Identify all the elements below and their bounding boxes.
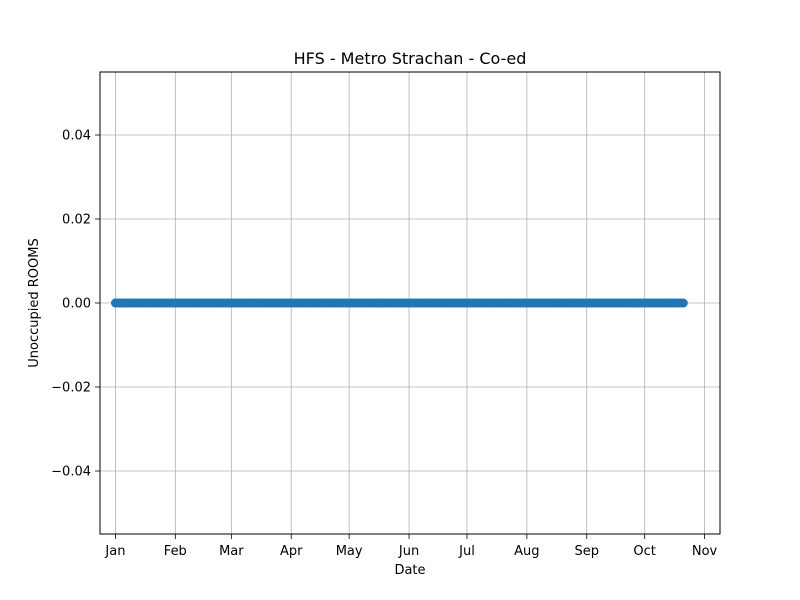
chart-title: HFS - Metro Strachan - Co-ed: [294, 49, 527, 68]
x-tick-label: Nov: [692, 544, 718, 559]
y-tick-label: 0.02: [62, 213, 91, 228]
x-tick-label: Jul: [458, 544, 475, 559]
x-tick-label: Sep: [574, 544, 599, 559]
x-tick-label: Aug: [514, 544, 539, 559]
data-points: [110, 298, 688, 308]
x-tick-label: Jun: [398, 544, 419, 559]
axis-ticks: Jan Feb Mar Apr May Jun Jul Aug Sep Oct Nov −0.04 −0…: [51, 129, 717, 560]
y-axis-title: Unoccupied ROOMS: [27, 238, 42, 367]
x-tick-label: Jan: [104, 544, 125, 559]
y-tick-label: −0.04: [51, 465, 91, 480]
x-tick-label: May: [336, 544, 363, 559]
y-tick-label: 0.04: [62, 129, 91, 144]
data-point: [678, 298, 688, 308]
x-tick-label: Mar: [219, 544, 244, 559]
x-tick-label: Feb: [164, 544, 187, 559]
x-axis-title: Date: [394, 563, 425, 578]
x-tick-label: Oct: [633, 544, 655, 559]
y-tick-label: 0.00: [62, 297, 91, 312]
x-tick-label: Apr: [280, 544, 303, 559]
y-tick-label: −0.02: [51, 381, 91, 396]
